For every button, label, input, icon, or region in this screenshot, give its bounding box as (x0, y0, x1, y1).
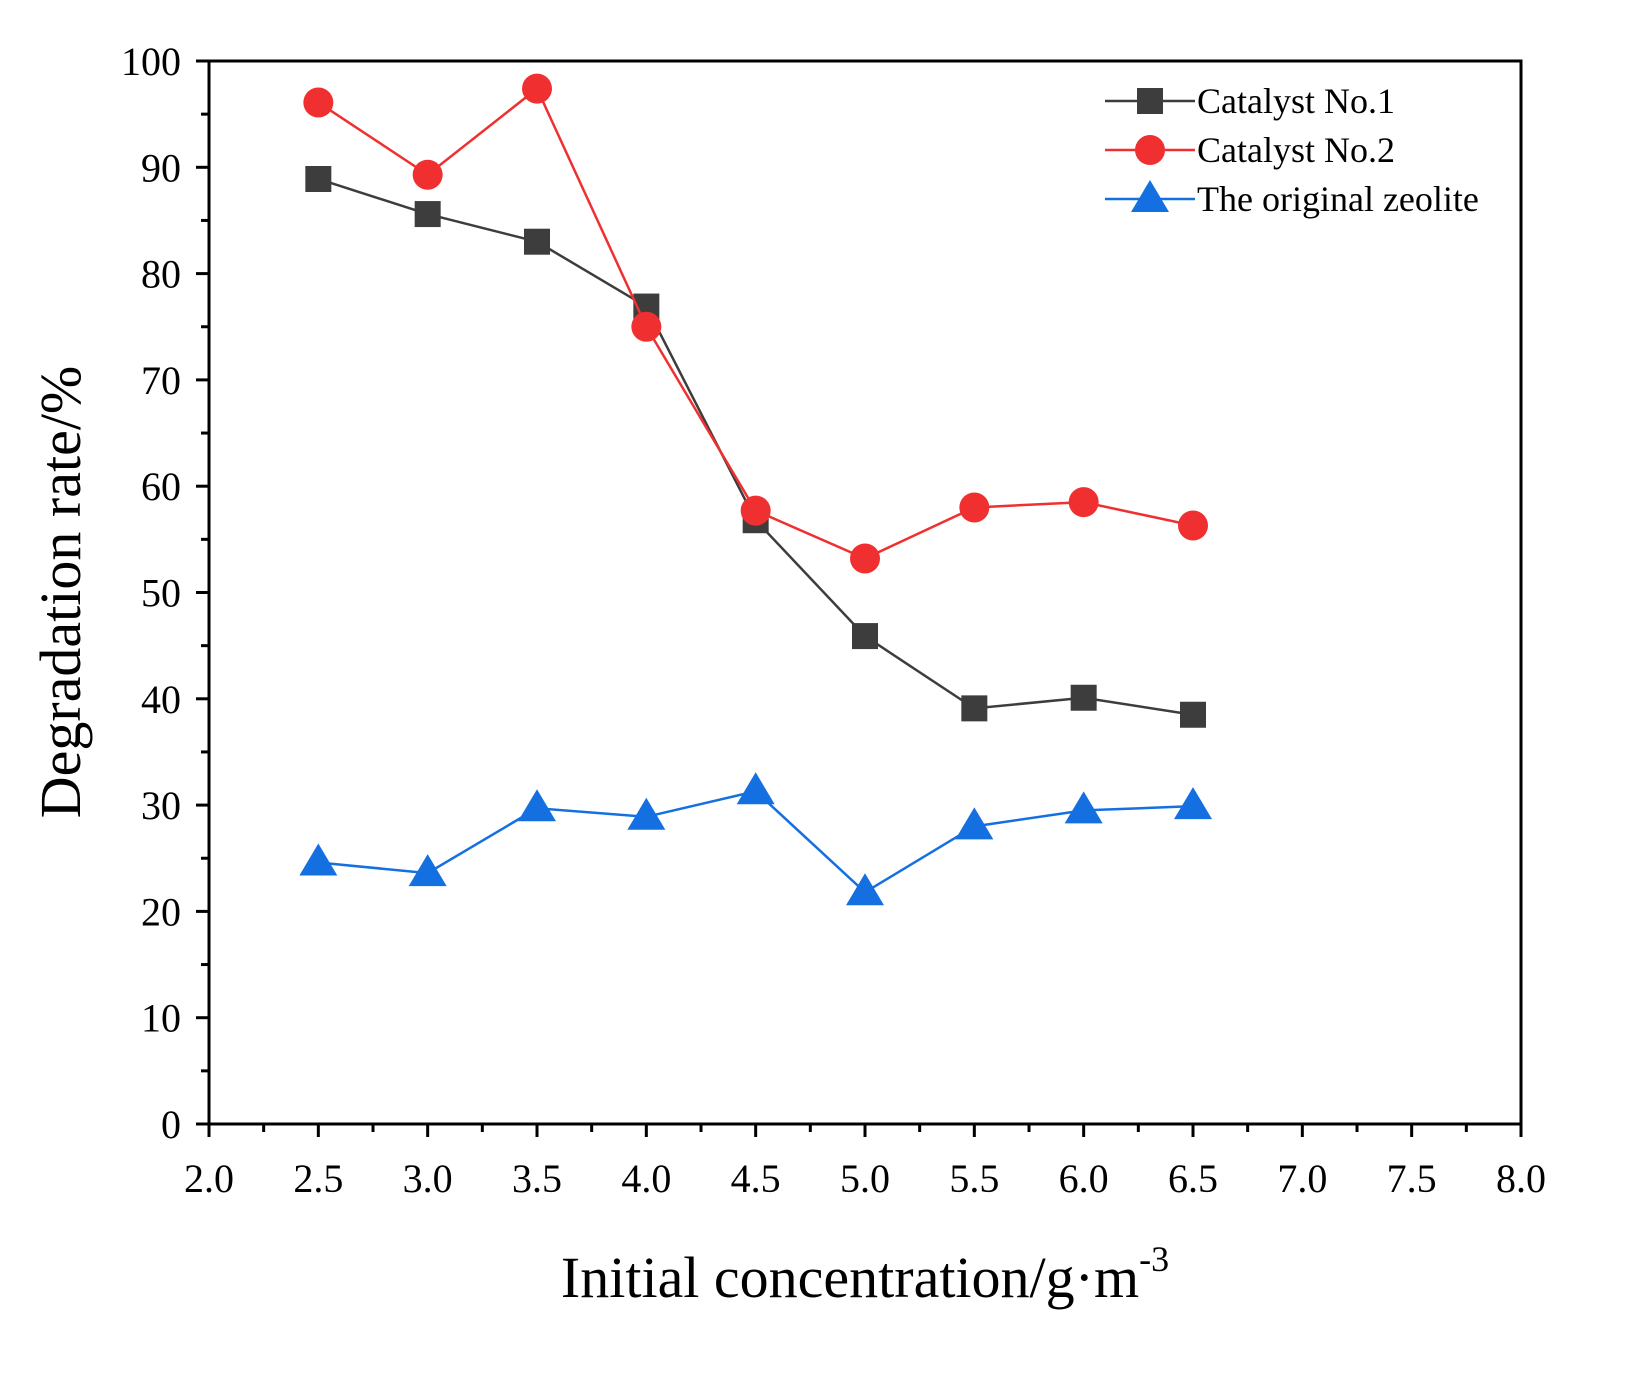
x-tick-label: 3.5 (512, 1156, 562, 1201)
circle-marker (740, 495, 771, 526)
circle-marker (1178, 510, 1208, 541)
circle-marker (850, 543, 880, 574)
triangle-marker (1131, 180, 1169, 212)
triangle-marker (518, 789, 556, 822)
y-tick-label: 90 (141, 145, 181, 190)
y-axis-label: Degradation rate/% (28, 366, 93, 819)
x-axis-label-main: Initial concentration/g·m (561, 1245, 1139, 1310)
axes: 0 10 20 30 40 50 60 70 80 90 100 2.0 2.5 3.0 3.5 4.0 4.5… (121, 39, 1546, 1201)
triangle-marker (1174, 787, 1212, 820)
x-tick-label: 7.0 (1277, 1156, 1327, 1201)
x-tick-label: 6.5 (1168, 1156, 1218, 1201)
triangle-marker (1064, 791, 1103, 824)
triangle-marker (846, 873, 884, 906)
y-tick-label: 100 (121, 39, 181, 84)
plot-frame (207, 59, 1523, 1126)
square-marker (1070, 684, 1097, 711)
x-axis-label: Initial concentration/g·m-3 (561, 1239, 1169, 1310)
legend-label: Catalyst No.2 (1197, 130, 1395, 170)
legend-label: The original zeolite (1197, 179, 1479, 219)
legend-label: Catalyst No.1 (1197, 81, 1395, 121)
triangle-marker (955, 807, 994, 840)
triangle-marker (627, 797, 666, 830)
triangle-marker (736, 772, 775, 805)
square-marker (414, 201, 441, 228)
x-axis-label-superscript: -3 (1139, 1239, 1169, 1279)
legend-item: The original zeolite (1105, 179, 1479, 219)
y-tick-label: 70 (141, 358, 181, 403)
x-tick-label: 3.0 (403, 1156, 453, 1201)
y-tick-label: 30 (141, 783, 181, 828)
x-tick-label: 8.0 (1496, 1156, 1546, 1201)
y-tick-label: 80 (141, 252, 181, 297)
circle-marker (1135, 135, 1165, 165)
series-catalyst-no-2 (303, 73, 1208, 574)
x-tick-label: 2.5 (293, 1156, 343, 1201)
x-tick-label: 4.5 (731, 1156, 781, 1201)
x-tick-label: 5.5 (949, 1156, 999, 1201)
series-layer (299, 73, 1212, 906)
square-marker (852, 623, 878, 650)
square-marker (1180, 701, 1206, 728)
series-line (318, 789, 1194, 894)
y-tick-label: 60 (141, 464, 181, 509)
series-line (317, 177, 1194, 716)
square-marker (524, 228, 550, 255)
circle-marker (959, 492, 990, 523)
circle-marker (631, 311, 662, 342)
square-marker (1137, 88, 1163, 114)
series-line (317, 86, 1194, 560)
y-tick-label: 20 (141, 889, 181, 934)
x-tick-label: 4.0 (621, 1156, 671, 1201)
triangle-marker (299, 843, 338, 876)
square-marker (961, 695, 988, 722)
y-tick-label: 40 (141, 677, 181, 722)
circle-marker (1068, 487, 1099, 518)
series-the-original-zeolite (299, 772, 1212, 906)
circle-marker (522, 73, 552, 104)
x-tick-label: 7.5 (1387, 1156, 1437, 1201)
square-marker (305, 165, 332, 192)
y-tick-label: 50 (141, 571, 181, 616)
y-tick-label: 10 (141, 996, 181, 1041)
x-tick-label: 6.0 (1059, 1156, 1109, 1201)
series-catalyst-no-1 (305, 165, 1206, 728)
legend-item: Catalyst No.2 (1105, 130, 1395, 170)
y-tick-label: 0 (161, 1102, 181, 1147)
circle-marker (303, 87, 334, 118)
x-tick-label: 2.0 (184, 1156, 234, 1201)
x-tick-label: 5.0 (840, 1156, 890, 1201)
circle-marker (412, 159, 443, 190)
legend: Catalyst No.1 Catalyst No.2 The original z… (1105, 81, 1479, 219)
triangle-marker (408, 854, 447, 887)
legend-item: Catalyst No.1 (1105, 81, 1395, 121)
